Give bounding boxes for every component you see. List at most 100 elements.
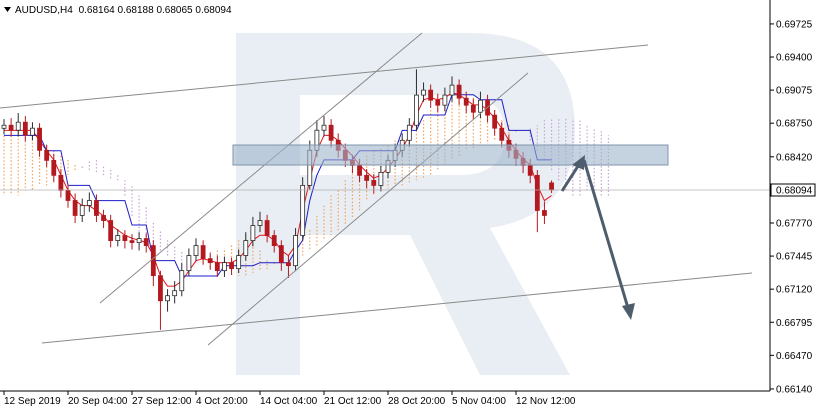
x-tick-label: 28 Oct 20:00 bbox=[388, 396, 446, 407]
candle-body bbox=[22, 121, 28, 136]
candle-body bbox=[442, 94, 448, 106]
candle-body bbox=[172, 290, 178, 297]
candle-body bbox=[264, 220, 270, 236]
high-price: 0.68188 bbox=[118, 5, 155, 16]
arrow-head bbox=[572, 155, 585, 170]
resistance-zone bbox=[232, 144, 669, 166]
candle-body bbox=[222, 262, 227, 272]
candle-body bbox=[236, 255, 242, 270]
watermark-logo bbox=[236, 33, 575, 375]
drawings bbox=[0, 32, 753, 346]
candle-body bbox=[456, 84, 462, 99]
candle-body bbox=[421, 89, 426, 96]
candle-body bbox=[478, 99, 483, 113]
candle-body bbox=[44, 149, 50, 161]
x-tick-label: 21 Oct 12:00 bbox=[324, 396, 382, 407]
candle-body bbox=[158, 275, 163, 302]
candle-body bbox=[300, 185, 306, 236]
candle-body bbox=[257, 220, 263, 226]
candle-body bbox=[293, 235, 298, 267]
candle-body bbox=[1, 124, 7, 129]
y-tick-label: 0.68750 bbox=[776, 119, 813, 130]
candle-body bbox=[37, 127, 42, 151]
y-tick-label: 0.66795 bbox=[776, 318, 813, 329]
candle-body bbox=[378, 171, 384, 186]
candle-body bbox=[108, 220, 114, 242]
candle-body bbox=[136, 238, 142, 243]
close-price: 0.68094 bbox=[195, 5, 232, 16]
candle-body bbox=[86, 200, 92, 206]
y-tick-label: 0.69400 bbox=[776, 53, 813, 64]
candle-body bbox=[357, 164, 362, 176]
candle-body bbox=[328, 124, 334, 141]
channel-line bbox=[99, 32, 423, 304]
arrow-down bbox=[582, 159, 630, 309]
y-tick-label: 0.69075 bbox=[776, 86, 813, 97]
candle-body bbox=[207, 258, 213, 264]
candle-body bbox=[549, 182, 554, 191]
candle-body bbox=[143, 238, 149, 246]
candle-body bbox=[186, 255, 192, 272]
open-price: 0.68164 bbox=[79, 5, 116, 16]
symbol: AUDUSD,H4 bbox=[15, 5, 73, 16]
menu-icon bbox=[4, 7, 11, 12]
candle-body bbox=[30, 127, 35, 136]
y-tick-label: 0.66140 bbox=[776, 384, 813, 395]
candle-body bbox=[8, 124, 14, 131]
x-tick-label: 12 Nov 12:00 bbox=[516, 396, 576, 407]
arrow-head bbox=[622, 303, 635, 320]
arrow-up bbox=[560, 162, 582, 192]
candle-body bbox=[101, 215, 106, 221]
candle-body bbox=[499, 127, 505, 141]
candle-body bbox=[94, 200, 99, 216]
candle-body bbox=[58, 174, 64, 191]
y-tick-label: 0.66470 bbox=[776, 351, 813, 362]
candle-body bbox=[278, 245, 284, 264]
chart-header: AUDUSD,H4 0.68164 0.68188 0.68065 0.6809… bbox=[15, 5, 232, 16]
candle-body bbox=[527, 164, 533, 176]
candle-body bbox=[193, 245, 199, 256]
candle-body bbox=[414, 94, 419, 126]
candle-body bbox=[179, 270, 185, 292]
candle-body bbox=[428, 89, 434, 101]
candle-body bbox=[463, 97, 469, 106]
candle-body bbox=[129, 240, 135, 243]
candle-body bbox=[492, 114, 498, 129]
candle-body bbox=[79, 205, 85, 216]
channel-line bbox=[207, 72, 529, 346]
y-tick-label: 0.67120 bbox=[776, 285, 813, 296]
candle-body bbox=[150, 245, 156, 277]
low-price: 0.68065 bbox=[156, 5, 193, 16]
candle-body bbox=[271, 235, 277, 246]
candle-body bbox=[286, 262, 291, 267]
candle-body bbox=[214, 262, 220, 272]
candle-body bbox=[371, 180, 377, 186]
x-tick-label: 4 Oct 20:00 bbox=[196, 396, 248, 407]
candle-body bbox=[435, 99, 441, 106]
candle-body bbox=[15, 121, 21, 131]
candle-body bbox=[321, 124, 327, 131]
x-tick-label: 20 Sep 04:00 bbox=[68, 396, 128, 407]
last-price-label: 0.68094 bbox=[776, 186, 813, 197]
y-tick-label: 0.69725 bbox=[776, 19, 813, 30]
candle-body bbox=[243, 240, 249, 256]
candle-body bbox=[65, 190, 71, 201]
candle-body bbox=[72, 200, 78, 216]
y-tick-label: 0.67445 bbox=[776, 252, 813, 263]
x-tick-label: 5 Nov 04:00 bbox=[452, 396, 506, 407]
y-tick-label: 0.67770 bbox=[776, 218, 813, 229]
candle-body bbox=[200, 245, 206, 260]
watermark bbox=[236, 33, 575, 375]
candle-body bbox=[534, 174, 540, 211]
candle-body bbox=[115, 235, 121, 242]
candle-body bbox=[51, 159, 57, 176]
x-tick-label: 27 Sep 12:00 bbox=[132, 396, 192, 407]
candle-body bbox=[364, 174, 370, 181]
last-price-box bbox=[770, 183, 816, 197]
candle-body bbox=[122, 235, 128, 242]
candle-body bbox=[250, 225, 256, 242]
candle-body bbox=[470, 104, 476, 113]
x-tick-label: 12 Sep 2019 bbox=[4, 396, 61, 407]
